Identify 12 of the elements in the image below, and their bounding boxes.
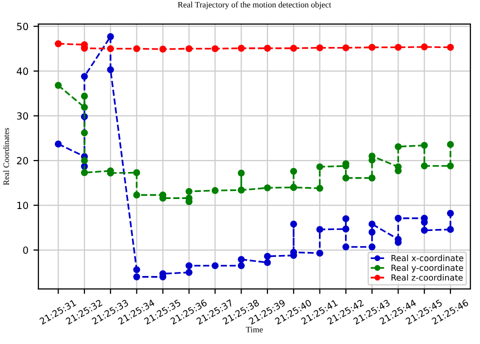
y-tick-label: 0 (23, 246, 28, 254)
y-tick-label: 40 (16, 68, 28, 75)
legend-label: Real y-coordinate (392, 264, 464, 273)
x-axis-title: Time (246, 326, 263, 332)
y-tick-label: 50 (17, 22, 28, 30)
legend-label: Real x-coordinate (392, 254, 464, 262)
y-tick-label: 30 (17, 112, 28, 120)
legend-label: Real z-coordinate (392, 274, 463, 281)
y-axis-title: Real Coordinates (3, 128, 10, 186)
chart-title: Real Trajectory of the motion detection object (178, 2, 332, 10)
y-tick-label: 10 (17, 202, 28, 210)
y-tick-label: 20 (17, 157, 28, 164)
